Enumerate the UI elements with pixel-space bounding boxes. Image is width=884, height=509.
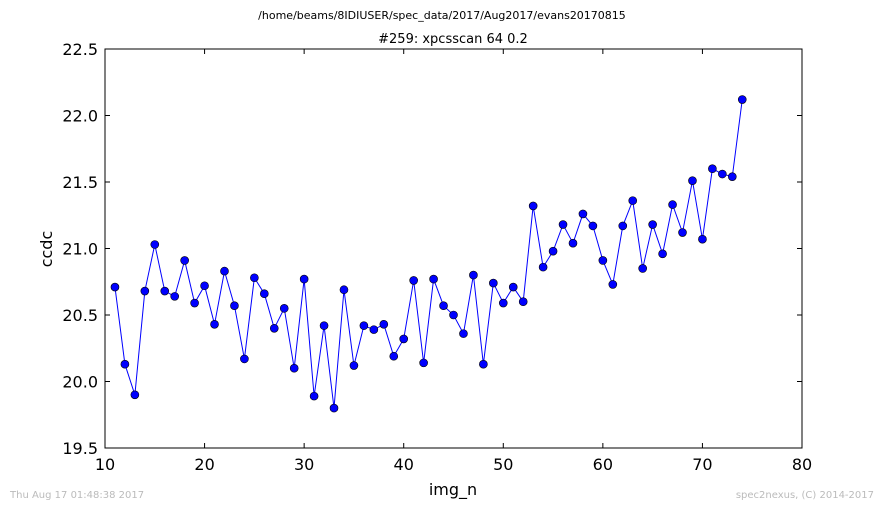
data-point: [349, 361, 359, 370]
data-point: [489, 278, 498, 288]
data-point: [150, 240, 160, 249]
y-tick-label: 20.0: [62, 373, 98, 392]
y-axis-label: ccdc: [37, 231, 56, 268]
data-point: [409, 276, 418, 285]
data-point: [160, 286, 170, 296]
data-point: [250, 273, 259, 283]
data-point: [698, 234, 707, 244]
data-point: [289, 363, 299, 373]
data-point: [528, 201, 538, 211]
data-point: [180, 256, 189, 265]
data-point: [319, 321, 329, 330]
y-tick-label: 21.0: [62, 240, 98, 259]
data-point: [449, 310, 458, 320]
data-point: [210, 320, 219, 329]
data-point: [668, 200, 677, 209]
data-point: [459, 329, 468, 338]
x-tick-label: 50: [493, 455, 513, 474]
data-point: [389, 351, 399, 361]
y-tick-label: 22.0: [62, 107, 98, 126]
plot-area: [110, 95, 747, 413]
data-point: [220, 266, 229, 276]
data-point: [269, 323, 279, 333]
data-point: [439, 301, 448, 310]
x-tick-label: 80: [792, 455, 812, 474]
data-point: [369, 325, 379, 334]
data-point: [718, 169, 727, 179]
figure-suptitle: /home/beams/8IDIUSER/spec_data/2017/Aug2…: [258, 9, 626, 22]
data-point: [200, 281, 209, 291]
data-point: [469, 270, 478, 280]
data-point: [568, 238, 578, 248]
footer-timestamp: Thu Aug 17 01:48:38 2017: [9, 490, 144, 501]
data-point: [638, 264, 647, 273]
data-point: [578, 209, 588, 219]
data-point: [110, 282, 120, 292]
data-point: [688, 176, 697, 185]
data-point: [359, 321, 369, 330]
data-point: [339, 285, 349, 295]
axes-frame: [104, 48, 803, 449]
data-point: [130, 390, 140, 400]
data-point: [708, 164, 717, 173]
data-point: [279, 304, 289, 313]
data-point: [648, 220, 657, 229]
data-point: [419, 358, 428, 368]
x-tick-label: 60: [593, 455, 613, 474]
y-tick-label: 21.5: [62, 173, 98, 192]
data-point: [170, 292, 179, 301]
data-point: [498, 298, 508, 308]
data-point: [518, 297, 528, 307]
y-tick-label: 19.5: [62, 439, 98, 458]
data-point: [598, 256, 608, 265]
y-tick-label: 20.5: [62, 306, 98, 325]
x-tick-label: 40: [394, 455, 414, 474]
data-point: [727, 172, 737, 181]
x-axis-label: img_n: [429, 480, 477, 500]
data-point: [508, 282, 518, 292]
data-point: [140, 286, 150, 296]
x-tick-label: 70: [692, 455, 712, 474]
x-tick-label: 30: [294, 455, 314, 474]
data-point: [608, 280, 618, 289]
data-point: [588, 221, 598, 231]
data-point: [628, 196, 638, 205]
data-point: [429, 274, 438, 284]
y-tick-label: 22.5: [62, 40, 98, 59]
data-point: [558, 220, 568, 229]
data-point: [399, 334, 409, 344]
data-point: [329, 403, 339, 413]
footer-credit: spec2nexus, (C) 2014-2017: [736, 490, 874, 501]
x-tick-label: 20: [194, 455, 214, 474]
data-point: [678, 228, 687, 237]
axis-ticks: 10 20 30 40 50 60 70 80 19.5 20.0 20.5 21.0 21.5 22.0…: [62, 40, 812, 474]
data-point: [379, 320, 389, 329]
data-point: [260, 289, 269, 299]
data-point: [299, 274, 309, 284]
data-point: [548, 246, 558, 256]
data-point: [309, 391, 319, 401]
data-point: [240, 354, 249, 364]
data-point: [479, 359, 488, 369]
series-line: [114, 99, 743, 409]
data-point: [190, 298, 199, 308]
x-tick-label: 10: [95, 455, 115, 474]
data-point: [737, 95, 747, 104]
data-point: [618, 221, 628, 231]
data-point: [230, 301, 239, 310]
data-point: [658, 249, 667, 259]
chart-title: #259: xpcsscan 64 0.2: [378, 32, 528, 47]
data-point: [120, 359, 130, 369]
data-point: [538, 262, 548, 272]
